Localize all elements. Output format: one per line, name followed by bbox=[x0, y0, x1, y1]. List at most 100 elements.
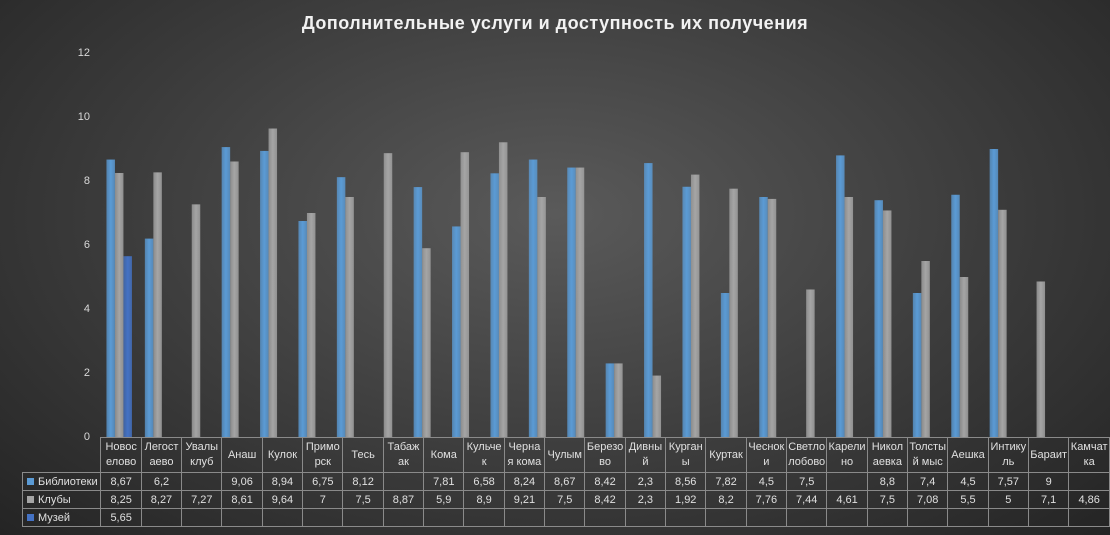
data-label bbox=[665, 508, 707, 527]
data-label: 9 bbox=[1027, 472, 1070, 491]
data-label bbox=[826, 472, 868, 491]
x-tick-label: Аешка bbox=[947, 437, 989, 473]
bar bbox=[144, 238, 154, 437]
bar bbox=[460, 152, 470, 437]
data-label: 8,2 bbox=[705, 490, 747, 509]
data-label: 7,08 bbox=[907, 490, 949, 509]
data-label: 8,42 bbox=[584, 472, 626, 491]
data-label: 7,5 bbox=[866, 490, 909, 509]
bar bbox=[921, 261, 930, 437]
bar bbox=[413, 187, 423, 437]
data-label: 8,9 bbox=[463, 490, 505, 509]
data-label: 9,64 bbox=[261, 490, 304, 509]
data-label bbox=[584, 508, 626, 527]
data-label: 7,76 bbox=[745, 490, 788, 509]
y-tick-label: 4 bbox=[84, 303, 90, 315]
x-tick-label: Куртак bbox=[705, 437, 747, 473]
x-tick-label: Чулым bbox=[544, 437, 586, 473]
x-tick-label: Табажак bbox=[382, 437, 425, 473]
bar bbox=[114, 173, 124, 437]
data-label: 2,3 bbox=[624, 490, 667, 509]
data-label: 7 bbox=[302, 490, 344, 509]
bar bbox=[575, 167, 585, 437]
x-tick-label: Николаевка bbox=[866, 437, 909, 473]
bar bbox=[644, 163, 653, 437]
x-tick-label: Чесноки bbox=[745, 437, 788, 473]
data-label: 8,25 bbox=[100, 490, 142, 509]
bar bbox=[490, 173, 499, 437]
data-label: 2,3 bbox=[624, 472, 667, 491]
data-label: 8,94 bbox=[261, 472, 304, 491]
x-tick-label: Тесь bbox=[342, 437, 384, 473]
data-label: 7,82 bbox=[705, 472, 747, 491]
x-tick-label: Кульчек bbox=[463, 437, 505, 473]
data-label bbox=[1027, 508, 1070, 527]
y-tick-label: 2 bbox=[84, 367, 90, 379]
data-label bbox=[1068, 508, 1110, 527]
data-label: 7,5 bbox=[786, 472, 828, 491]
x-tick-label: Интикуль bbox=[987, 437, 1029, 473]
data-label bbox=[826, 508, 868, 527]
data-label: 4,5 bbox=[745, 472, 788, 491]
legend-label: Библиотеки bbox=[38, 475, 98, 488]
data-label: 8,8 bbox=[866, 472, 909, 491]
data-label: 6,2 bbox=[140, 472, 183, 491]
bar bbox=[959, 277, 969, 437]
bar bbox=[1036, 281, 1046, 437]
data-label: 8,87 bbox=[382, 490, 425, 509]
x-tick-label: Толстый мыс bbox=[907, 437, 949, 473]
x-tick-label: Новоселово bbox=[100, 437, 142, 473]
data-label: 5,65 bbox=[100, 508, 142, 527]
legend-key bbox=[27, 514, 34, 522]
data-label bbox=[866, 508, 909, 527]
bar bbox=[498, 142, 508, 437]
data-label: 4,5 bbox=[947, 472, 989, 491]
data-label: 7,44 bbox=[786, 490, 828, 509]
data-label bbox=[503, 508, 546, 527]
table-corner bbox=[23, 438, 101, 473]
x-tick-label: Карелино bbox=[826, 437, 868, 473]
bar bbox=[912, 293, 922, 437]
bar bbox=[528, 159, 538, 437]
y-tick-label: 0 bbox=[84, 431, 90, 443]
data-table: Новоселово Легостаево Увалы клуб Анаш Кулок П… bbox=[21, 437, 1110, 527]
data-label bbox=[261, 508, 304, 527]
bar bbox=[605, 363, 615, 437]
data-label: 8,61 bbox=[221, 490, 263, 509]
data-label bbox=[342, 508, 384, 527]
x-tick-label: Кома bbox=[423, 437, 465, 473]
x-tick-label: Дивный bbox=[624, 437, 667, 473]
bar bbox=[452, 226, 461, 437]
data-label: 7,57 bbox=[987, 472, 1029, 491]
bar bbox=[345, 197, 354, 437]
bar bbox=[844, 197, 854, 437]
y-tick-label: 6 bbox=[84, 239, 90, 251]
legend-label: Музей bbox=[38, 511, 70, 524]
x-tick-label: Камчатка bbox=[1068, 437, 1110, 473]
legend-key bbox=[27, 496, 34, 504]
y-tick-label: 10 bbox=[78, 111, 90, 123]
data-label bbox=[987, 508, 1029, 527]
bar bbox=[153, 172, 162, 438]
data-label: 8,24 bbox=[503, 472, 546, 491]
bar bbox=[836, 155, 845, 437]
data-label bbox=[221, 508, 263, 527]
bar bbox=[874, 200, 883, 437]
legend-label: Клубы bbox=[38, 493, 71, 506]
data-label: 5,5 bbox=[947, 490, 989, 509]
data-label bbox=[786, 508, 828, 527]
x-tick-label: Кулок bbox=[261, 437, 304, 473]
data-label bbox=[181, 508, 223, 527]
bar bbox=[690, 174, 700, 437]
data-label: 6,75 bbox=[302, 472, 344, 491]
data-label bbox=[382, 472, 425, 491]
data-label bbox=[181, 472, 223, 491]
legend-entry: Музей bbox=[21, 508, 102, 527]
data-label: 7,5 bbox=[544, 490, 586, 509]
data-label: 8,12 bbox=[342, 472, 384, 491]
bar bbox=[106, 159, 115, 437]
legend-entry: Библиотеки bbox=[21, 472, 102, 491]
x-tick-label: Курганы bbox=[665, 437, 707, 473]
data-label bbox=[544, 508, 586, 527]
